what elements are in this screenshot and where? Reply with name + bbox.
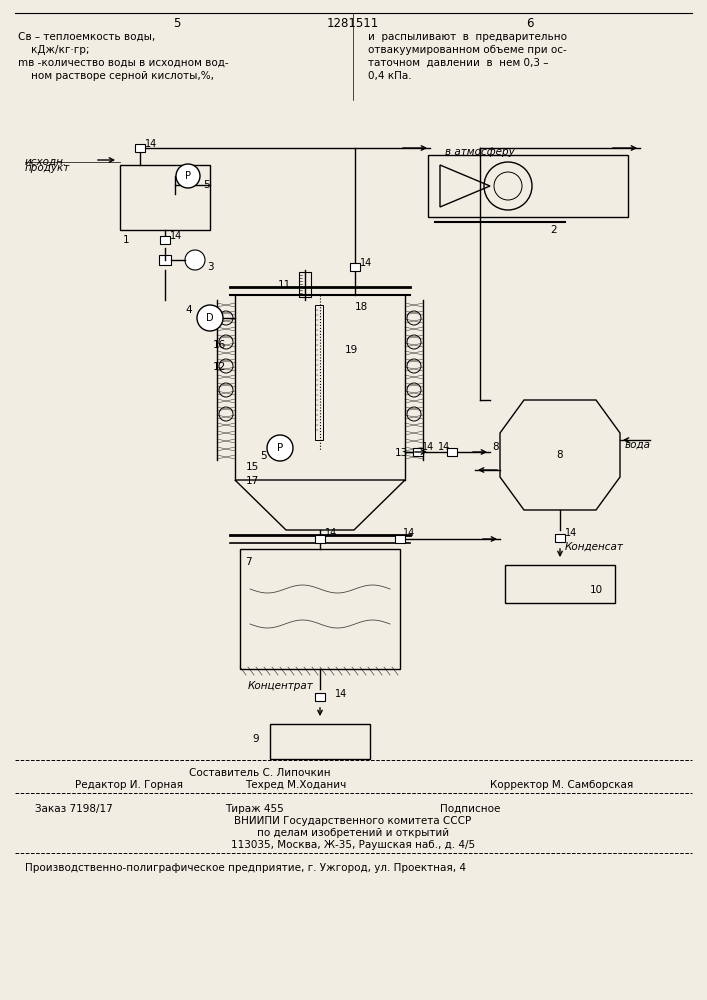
Text: ном растворе серной кислоты,%,: ном растворе серной кислоты,%, xyxy=(18,71,214,81)
Bar xyxy=(505,565,615,603)
Text: в атмосферу: в атмосферу xyxy=(445,147,515,157)
Bar xyxy=(555,534,565,542)
Bar xyxy=(270,724,370,759)
Text: продукт: продукт xyxy=(25,163,70,173)
Bar xyxy=(350,263,360,271)
Text: кДж/кг·гр;: кДж/кг·гр; xyxy=(18,45,90,55)
Circle shape xyxy=(176,164,200,188)
Text: и  распыливают  в  предварительно: и распыливают в предварительно xyxy=(368,32,567,42)
Text: Заказ 7198/17: Заказ 7198/17 xyxy=(35,804,112,814)
Text: 14: 14 xyxy=(325,528,337,538)
Text: 14: 14 xyxy=(422,442,434,452)
Bar xyxy=(135,144,145,152)
Text: P: P xyxy=(185,171,191,181)
Bar xyxy=(315,535,325,543)
Bar xyxy=(428,155,628,217)
Text: Подписное: Подписное xyxy=(440,804,501,814)
Bar xyxy=(413,448,423,456)
Text: отвакуумированном объеме при ос-: отвакуумированном объеме при ос- xyxy=(368,45,567,55)
Text: 14: 14 xyxy=(145,139,157,149)
Text: 2: 2 xyxy=(550,225,556,235)
Bar xyxy=(447,448,457,456)
Text: 1: 1 xyxy=(123,235,129,245)
Text: 9: 9 xyxy=(252,734,259,744)
Text: 15: 15 xyxy=(246,462,259,472)
Text: 4: 4 xyxy=(185,305,192,315)
Text: 5: 5 xyxy=(203,180,209,190)
Text: 14: 14 xyxy=(335,689,347,699)
Circle shape xyxy=(197,305,223,331)
Text: таточном  давлении  в  нем 0,3 –: таточном давлении в нем 0,3 – xyxy=(368,58,549,68)
Bar xyxy=(160,236,170,244)
Bar xyxy=(315,305,323,440)
Text: 14: 14 xyxy=(360,258,373,268)
Bar xyxy=(315,693,325,701)
Text: 10: 10 xyxy=(590,585,603,595)
Text: Корректор М. Самборская: Корректор М. Самборская xyxy=(490,780,633,790)
Text: по делам изобретений и открытий: по делам изобретений и открытий xyxy=(257,828,449,838)
Bar xyxy=(240,549,400,669)
Text: Производственно-полиграфическое предприятие, г. Ужгород, ул. Проектная, 4: Производственно-полиграфическое предприя… xyxy=(25,863,466,873)
Text: Тираж 455: Тираж 455 xyxy=(225,804,284,814)
Text: 13: 13 xyxy=(395,448,408,458)
Text: исходн.: исходн. xyxy=(25,157,67,167)
Text: 14: 14 xyxy=(565,528,577,538)
Bar xyxy=(299,272,311,297)
Text: 113035, Москва, Ж-35, Раушская наб., д. 4/5: 113035, Москва, Ж-35, Раушская наб., д. … xyxy=(231,840,475,850)
Text: 8: 8 xyxy=(492,442,498,452)
Text: 19: 19 xyxy=(345,345,358,355)
Bar xyxy=(159,255,171,265)
Text: Концентрат: Концентрат xyxy=(248,681,314,691)
Text: 6: 6 xyxy=(213,318,220,328)
Text: Конденсат: Конденсат xyxy=(565,542,624,552)
Circle shape xyxy=(185,250,205,270)
Text: 1281511: 1281511 xyxy=(327,17,379,30)
Circle shape xyxy=(267,435,293,461)
Bar xyxy=(395,535,405,543)
Text: 14: 14 xyxy=(403,528,415,538)
Text: ВНИИПИ Государственного комитета СССР: ВНИИПИ Государственного комитета СССР xyxy=(235,816,472,826)
Text: 17: 17 xyxy=(246,476,259,486)
Text: 7: 7 xyxy=(245,557,252,567)
Text: 0,4 кПа.: 0,4 кПа. xyxy=(368,71,411,81)
Text: 16: 16 xyxy=(213,340,226,350)
Text: 11: 11 xyxy=(278,280,291,290)
Bar xyxy=(120,165,210,230)
Text: Техред М.Ходанич: Техред М.Ходанич xyxy=(245,780,346,790)
Text: 14: 14 xyxy=(170,231,182,241)
Text: 3: 3 xyxy=(207,262,214,272)
Text: 5: 5 xyxy=(260,451,267,461)
Text: P: P xyxy=(277,443,283,453)
Text: Редактор И. Горная: Редактор И. Горная xyxy=(75,780,183,790)
Text: 14: 14 xyxy=(438,442,450,452)
Text: D: D xyxy=(206,313,214,323)
Text: Cв – теплоемкость воды,: Cв – теплоемкость воды, xyxy=(18,32,156,42)
Text: вода: вода xyxy=(625,440,651,450)
Text: Составитель С. Липочкин: Составитель С. Липочкин xyxy=(189,768,331,778)
Text: 5: 5 xyxy=(173,17,181,30)
Text: 18: 18 xyxy=(355,302,368,312)
Text: 8: 8 xyxy=(556,450,563,460)
Text: 6: 6 xyxy=(526,17,534,30)
Text: 12: 12 xyxy=(213,362,226,372)
Text: mв -количество воды в исходном вод-: mв -количество воды в исходном вод- xyxy=(18,58,228,68)
